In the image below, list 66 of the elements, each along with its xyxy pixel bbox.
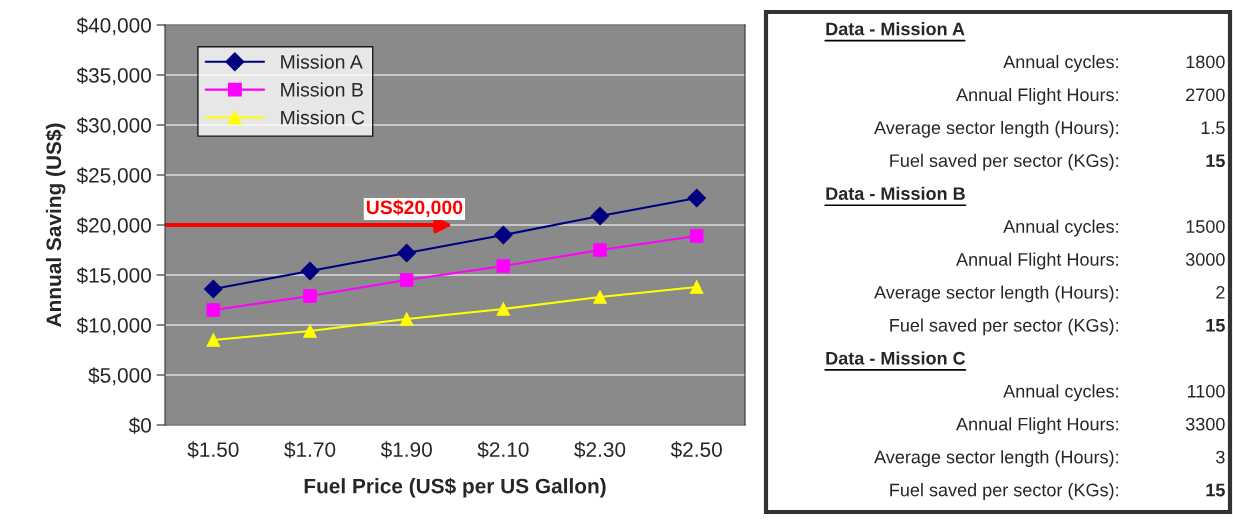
text: 1100 xyxy=(1187,384,1225,398)
text: 3000 xyxy=(1185,253,1225,266)
text: Data - Mission C xyxy=(826,351,966,365)
text: 15 xyxy=(1206,483,1225,497)
point xyxy=(493,225,513,245)
x-tick-label: $2.10 xyxy=(477,441,529,459)
point xyxy=(496,259,511,273)
text: 3 xyxy=(1216,450,1225,464)
point xyxy=(303,324,317,338)
y-tick-label: $30,000 xyxy=(76,117,151,136)
text: Annual cycles: xyxy=(1003,54,1118,72)
x-tick-label: $1.90 xyxy=(380,441,432,459)
text: 2 xyxy=(1216,285,1225,299)
x-tick-label: $1.70 xyxy=(284,441,336,459)
text: 1800 xyxy=(1186,55,1225,69)
point xyxy=(303,289,317,303)
y-tick-label: $20,000 xyxy=(76,217,151,236)
y-axis-title: Annual Saving (US$) xyxy=(45,123,66,327)
text: 1500 xyxy=(1186,220,1225,233)
text: Fuel saved per sector (KGs): xyxy=(890,318,1118,336)
point xyxy=(206,303,221,317)
point xyxy=(590,206,610,226)
point xyxy=(206,333,221,347)
text: 2700 xyxy=(1186,88,1225,102)
x-tick-label: $1.50 xyxy=(187,441,239,459)
y-tick-label: $5,000 xyxy=(88,367,151,386)
y-tick-label: $40,000 xyxy=(76,17,151,36)
point xyxy=(300,261,320,281)
text: Data - Mission A xyxy=(826,22,965,36)
point xyxy=(397,243,417,263)
point xyxy=(203,279,223,299)
legend-label: Mission A xyxy=(281,54,363,69)
text: Fuel saved per sector (KGs): xyxy=(890,483,1118,500)
y-tick-label: $35,000 xyxy=(76,67,151,86)
point xyxy=(593,243,607,257)
legend-label: Mission B xyxy=(281,82,363,97)
text: Average sector length (Hours): xyxy=(874,285,1118,303)
y-tick-label: $25,000 xyxy=(76,167,151,186)
point xyxy=(689,280,704,294)
x-tick-label: $2.50 xyxy=(670,441,722,459)
text: 3300 xyxy=(1185,417,1225,431)
text: Fuel saved per sector (KGs): xyxy=(890,153,1118,171)
ref-line-label: US$20,000 xyxy=(366,199,463,218)
text: Annual cycles: xyxy=(1003,384,1118,402)
text: Annual Flight Hours: xyxy=(956,417,1118,435)
point xyxy=(399,312,414,326)
point xyxy=(593,290,607,304)
text: 15 xyxy=(1206,319,1225,332)
point xyxy=(689,229,704,243)
text: Data - Mission B xyxy=(826,186,965,200)
text: Average sector length (Hours): xyxy=(874,450,1118,468)
point xyxy=(496,302,511,316)
text: Average sector length (Hours): xyxy=(874,120,1118,138)
y-tick-label: $0 xyxy=(128,417,151,434)
text: 1.5 xyxy=(1201,121,1225,135)
legend-label: Mission C xyxy=(281,110,365,125)
point xyxy=(687,188,707,208)
text: Annual Flight Hours: xyxy=(956,87,1118,105)
text: Annual cycles: xyxy=(1003,219,1118,237)
text: 15 xyxy=(1206,154,1225,168)
point xyxy=(399,273,414,287)
y-tick-label: $10,000 xyxy=(76,317,151,336)
x-axis-title: Fuel Price (US$ per US Gallon) xyxy=(304,477,606,498)
y-tick-label: $15,000 xyxy=(76,267,151,286)
x-tick-label: $2.30 xyxy=(574,441,626,459)
text: Annual Flight Hours: xyxy=(956,252,1118,270)
